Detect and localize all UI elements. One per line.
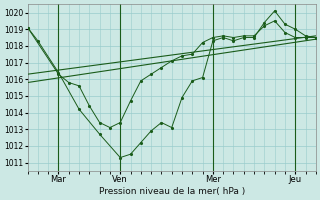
X-axis label: Pression niveau de la mer( hPa ): Pression niveau de la mer( hPa ) [99, 187, 245, 196]
